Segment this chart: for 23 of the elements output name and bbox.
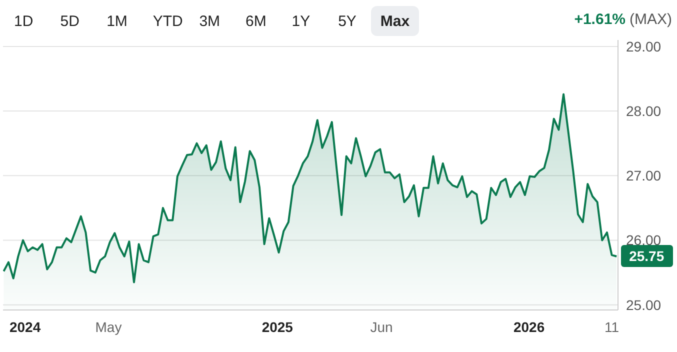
y-tick-label: 28.00 [626, 103, 662, 120]
text: 3M [190, 6, 230, 36]
text: 5D [51, 6, 88, 36]
y-tick-label: 25.00 [626, 296, 662, 313]
x-tick-label: Jun [370, 319, 393, 335]
x-tick-label: 11 [604, 319, 620, 335]
annotation: 25.75 [629, 248, 664, 264]
text: YTD [144, 6, 192, 36]
text: 1Y [282, 6, 320, 36]
y-tick-label: 29.00 [626, 38, 662, 54]
text: 6M [236, 6, 276, 36]
x-tick-label: 2024 [9, 319, 41, 335]
text: +1.61% [574, 11, 626, 28]
x-tick-label: 2025 [262, 319, 294, 335]
y-tick-label: 26.00 [626, 232, 662, 248]
y-tick-label: 27.00 [626, 168, 662, 184]
x-tick-label: 2026 [513, 319, 545, 335]
text: 1D [5, 6, 42, 36]
x-tick-label: May [95, 319, 122, 335]
text: (MAX) [630, 11, 672, 28]
text: 5Y [329, 6, 366, 36]
text: 1M [98, 6, 136, 36]
text: Max [371, 6, 419, 36]
